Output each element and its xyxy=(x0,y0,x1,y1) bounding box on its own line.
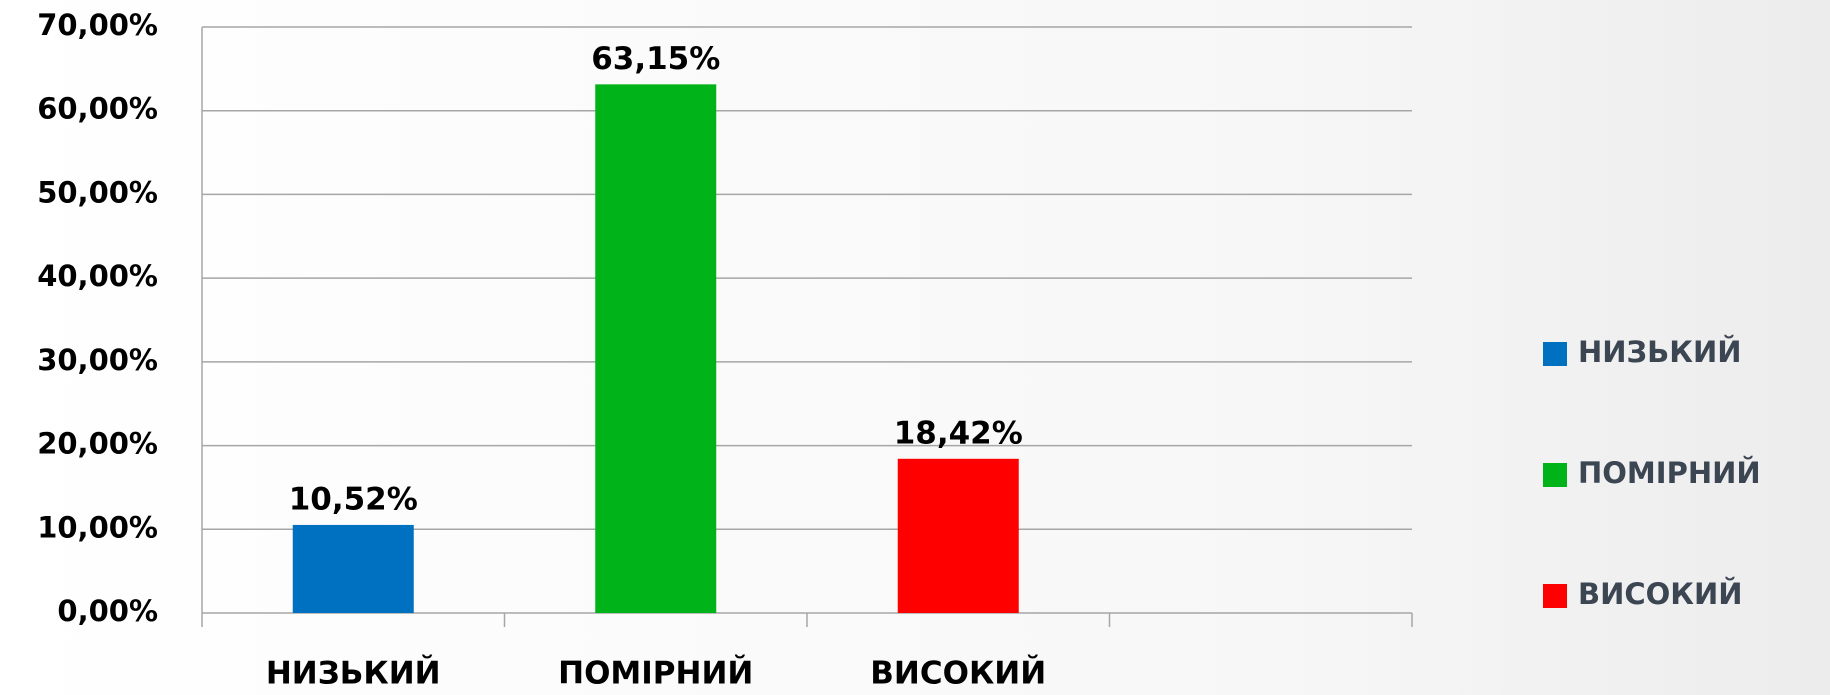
y-tick-label: 10,00% xyxy=(37,510,158,544)
x-tick-label: ПОМІРНИЙ xyxy=(558,656,753,692)
bar xyxy=(293,525,414,613)
legend-label: ПОМІРНИЙ xyxy=(1578,456,1761,490)
x-tick-label: ВИСОКИЙ xyxy=(870,656,1046,692)
bar xyxy=(898,459,1019,613)
bar xyxy=(595,84,716,613)
legend-swatch xyxy=(1543,584,1567,608)
legend-swatch xyxy=(1543,342,1567,366)
y-tick-label: 60,00% xyxy=(37,92,158,126)
y-tick-label: 50,00% xyxy=(37,175,158,209)
data-label: 10,52% xyxy=(289,481,418,517)
y-tick-label: 0,00% xyxy=(57,594,158,628)
data-label: 18,42% xyxy=(894,415,1023,451)
legend-label: ВИСОКИЙ xyxy=(1578,577,1743,611)
y-tick-label: 40,00% xyxy=(37,259,158,293)
y-tick-label: 30,00% xyxy=(37,343,158,377)
y-tick-label: 20,00% xyxy=(37,427,158,461)
x-tick-label: НИЗЬКИЙ xyxy=(266,656,441,692)
chart: 0,00% 10,00% 20,00% 30,00% 40,00% 50,00% 60,00… xyxy=(0,0,1830,695)
data-label: 63,15% xyxy=(591,41,720,77)
legend-label: НИЗЬКИЙ xyxy=(1578,335,1742,369)
y-tick-label: 70,00% xyxy=(37,8,158,42)
legend-swatch xyxy=(1543,463,1567,487)
